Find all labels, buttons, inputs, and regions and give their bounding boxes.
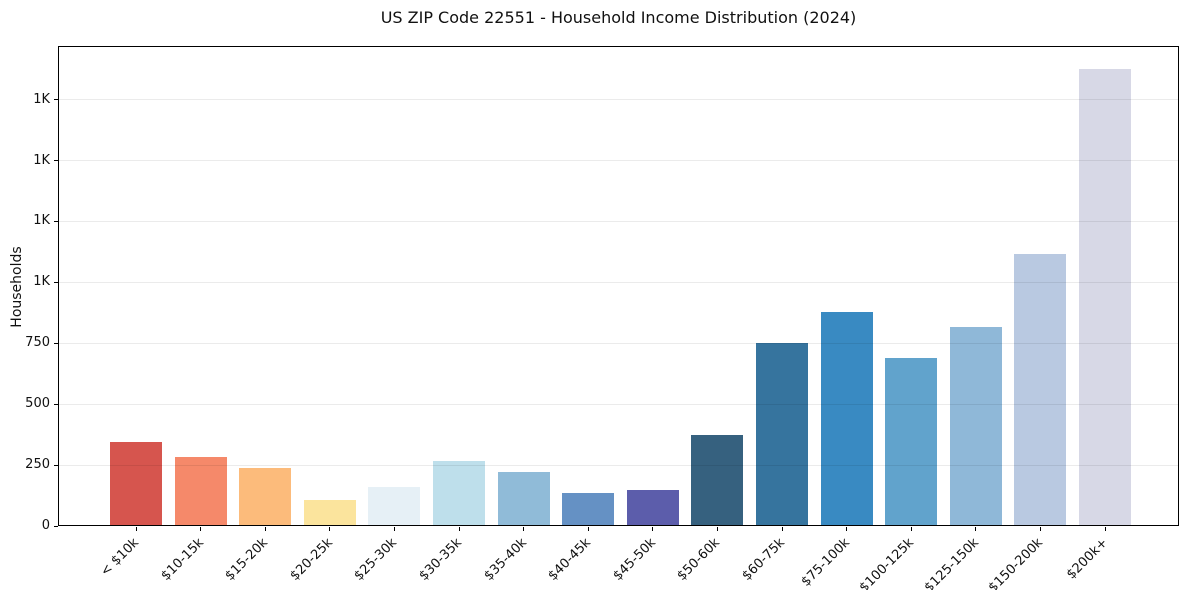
gridline: [58, 160, 1179, 162]
y-tick-label: 1K: [33, 274, 50, 290]
gridline: [58, 281, 1179, 283]
bar: [627, 490, 679, 526]
x-tick-mark: [458, 527, 460, 531]
bar: [239, 468, 291, 526]
bar: [821, 312, 873, 526]
y-tick-mark: [54, 464, 58, 466]
x-tick-mark: [1039, 527, 1041, 531]
bar: [304, 500, 356, 526]
x-tick-mark: [716, 527, 718, 531]
x-tick-mark: [393, 527, 395, 531]
bar: [885, 358, 937, 526]
y-tick-label: 750: [25, 335, 50, 351]
gridline: [58, 342, 1179, 344]
y-tick-mark: [54, 220, 58, 222]
bar: [562, 493, 614, 526]
y-tick-mark: [54, 525, 58, 527]
x-tick-mark: [652, 527, 654, 531]
x-tick-mark: [264, 527, 266, 531]
x-tick-mark: [781, 527, 783, 531]
x-tick-label: < $10k: [97, 535, 142, 580]
x-tick-mark: [200, 527, 202, 531]
y-tick-mark: [54, 99, 58, 101]
y-tick-label: 250: [25, 457, 50, 473]
y-tick-mark: [54, 160, 58, 162]
y-tick-label: 1K: [33, 213, 50, 229]
bar: [110, 442, 162, 526]
gridline: [58, 403, 1179, 405]
y-tick-mark: [54, 403, 58, 405]
x-tick-mark: [523, 527, 525, 531]
gridline: [58, 99, 1179, 101]
bar: [368, 487, 420, 526]
gridline: [58, 220, 1179, 222]
x-tick-mark: [910, 527, 912, 531]
x-tick-mark: [846, 527, 848, 531]
x-tick-mark: [135, 527, 137, 531]
y-tick-label: 1K: [33, 91, 50, 107]
bar: [433, 461, 485, 526]
y-tick-label: 500: [25, 396, 50, 412]
x-tick-mark: [975, 527, 977, 531]
plot-border: [58, 46, 1179, 526]
y-tick-label: 0: [41, 518, 50, 533]
bar: [175, 457, 227, 526]
y-tick-mark: [54, 281, 58, 283]
bar: [691, 435, 743, 526]
bar: [498, 472, 550, 526]
y-tick-mark: [54, 342, 58, 344]
x-tick-mark: [1104, 527, 1106, 531]
x-tick-mark: [587, 527, 589, 531]
bar: [1014, 254, 1066, 526]
bar: [1079, 69, 1131, 526]
x-tick-mark: [329, 527, 331, 531]
bar: [950, 327, 1002, 526]
gridline: [58, 464, 1179, 466]
chart-title: US ZIP Code 22551 - Household Income Dis…: [380, 8, 857, 27]
y-tick-label: 1K: [33, 152, 50, 168]
bar: [756, 343, 808, 526]
